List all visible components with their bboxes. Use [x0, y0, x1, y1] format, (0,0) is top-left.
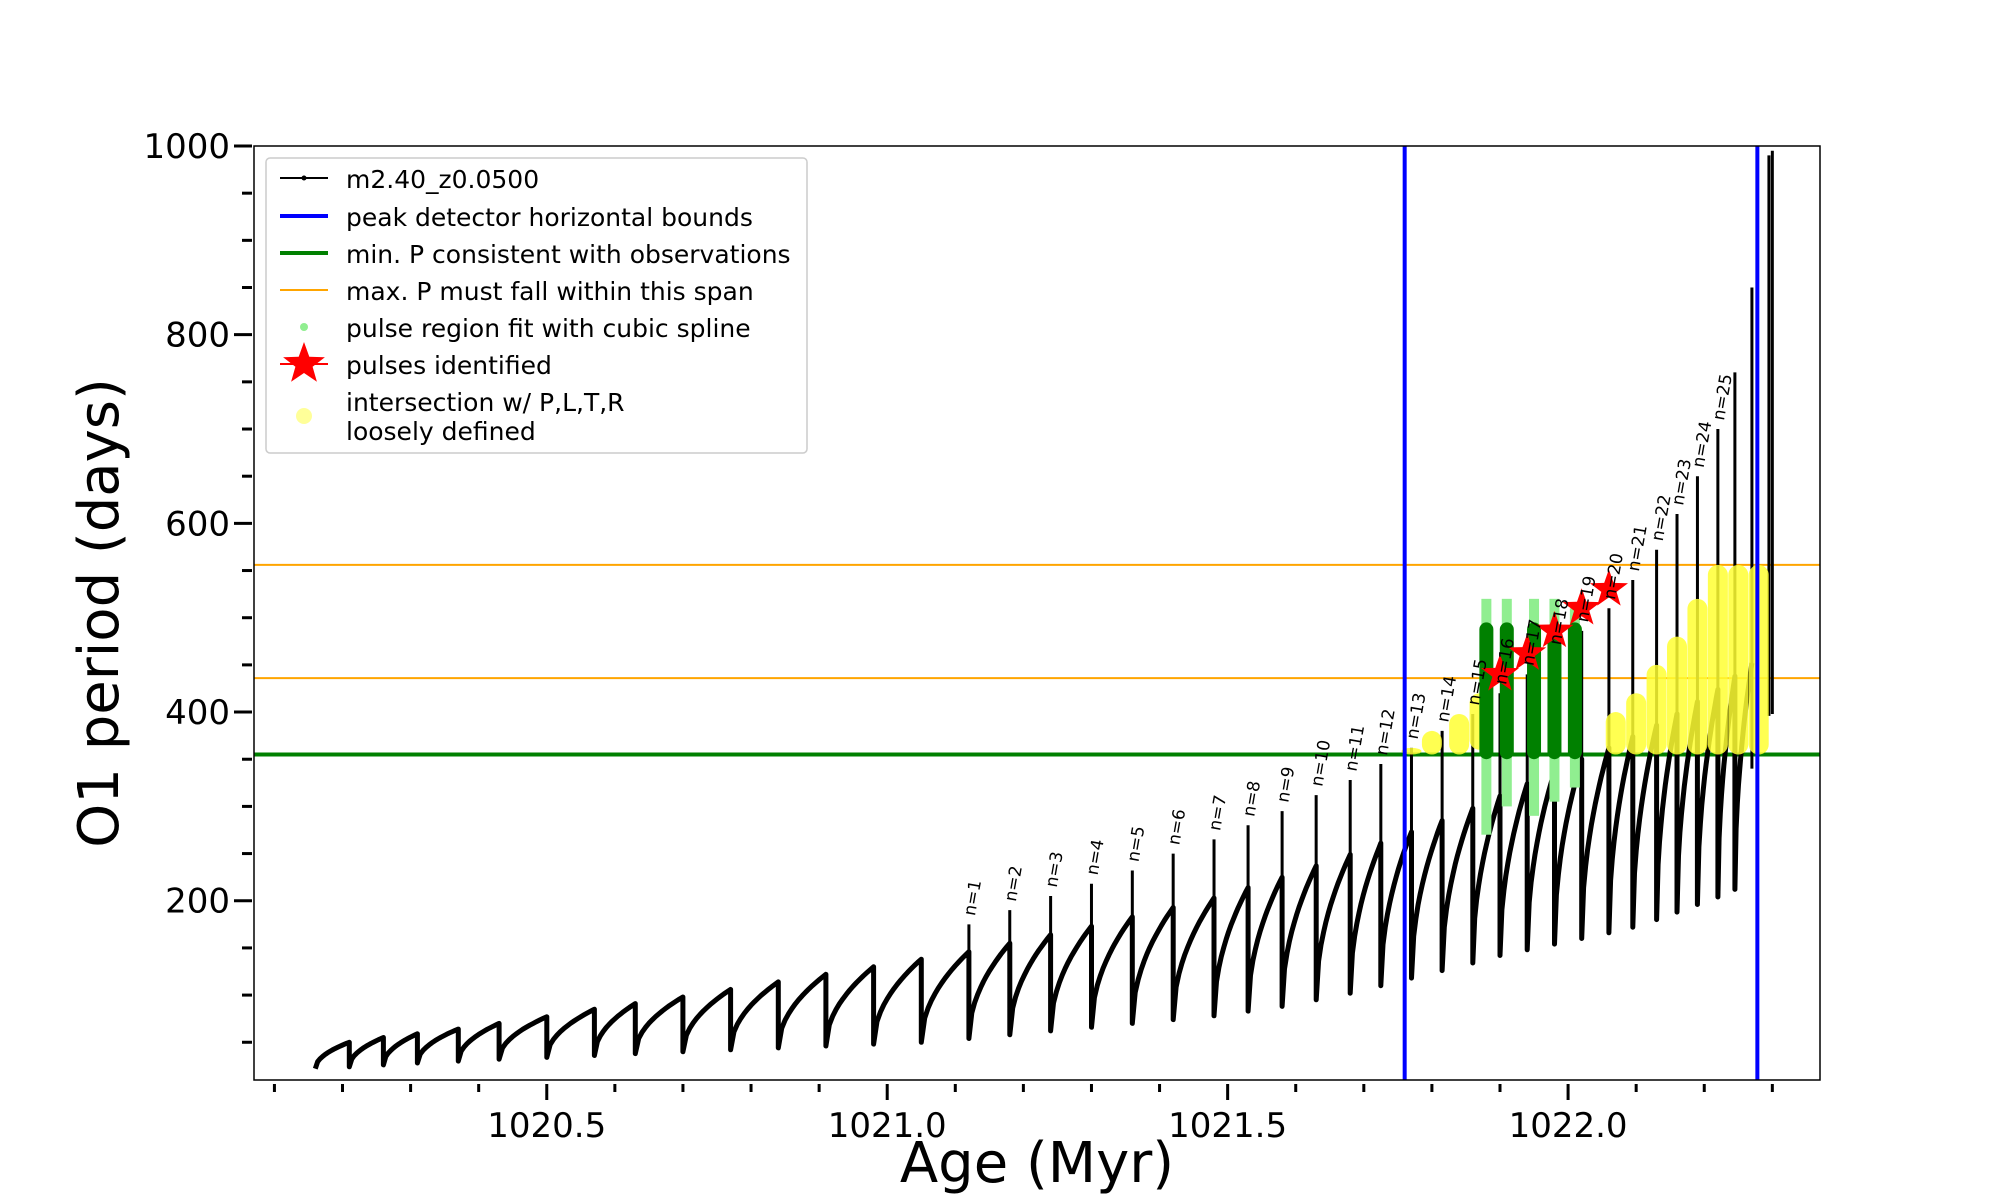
green-bar-4 [1567, 622, 1582, 760]
plot-frame [253, 145, 1821, 1081]
legend-label-min-p: min. P consistent with observations [346, 240, 791, 269]
pulse-star-2 [1535, 610, 1574, 648]
pulse-star-1 [1508, 633, 1547, 670]
loose-intersection-7 [1667, 636, 1688, 755]
green-bar-0 [1479, 622, 1494, 760]
y-tick-label: 200 [165, 882, 230, 922]
y-tick-label: 1000 [143, 127, 230, 167]
legend-label-series: m2.40_z0.0500 [346, 165, 539, 194]
x-tick-label: 1020.5 [487, 1106, 606, 1146]
loose-intersection-10 [1728, 564, 1749, 755]
y-tick-label: 400 [165, 693, 230, 733]
x-tick-label: 1022.0 [1509, 1106, 1628, 1146]
legend-symbol-dot [300, 323, 308, 331]
legend-label-intersection: intersection w/ P,L,T,R [346, 388, 625, 417]
y-tick-label: 800 [165, 316, 230, 356]
x-tick-label: 1021.5 [1168, 1106, 1287, 1146]
loose-intersection-6 [1646, 664, 1667, 755]
legend-label-pulses: pulses identified [346, 351, 552, 380]
x-tick-label: 1021.0 [828, 1106, 947, 1146]
y-axis-title: O1 period (days) [67, 378, 132, 848]
loose-intersection-4 [1605, 712, 1626, 755]
legend-label-bounds: peak detector horizontal bounds [346, 203, 753, 232]
legend-symbol-circle [296, 408, 312, 424]
legend-label-intersection-2: loosely defined [346, 417, 536, 446]
pulse-star-4 [1589, 569, 1628, 606]
legend: m2.40_z0.0500 peak detector horizontal b… [265, 157, 808, 454]
pulse-star-3 [1562, 588, 1601, 625]
x-axis-title: Age (Myr) [900, 1131, 1174, 1196]
legend-label-max-p: max. P must fall within this span [346, 277, 754, 306]
pulse-star-0 [1481, 654, 1519, 691]
loose-intersection-8 [1687, 598, 1708, 755]
legend-label-spline: pulse region fit with cubic spline [346, 314, 751, 343]
series-line [312, 662, 1755, 1070]
legend-symbol-series-dot [301, 175, 307, 181]
loose-intersection-2 [1449, 713, 1470, 755]
loose-intersection-5 [1626, 693, 1647, 755]
legend-symbol-star [283, 342, 325, 382]
green-bar-1 [1499, 622, 1514, 760]
loose-intersection-1 [1421, 730, 1442, 755]
y-tick-label: 600 [165, 504, 230, 544]
loose-intersection-9 [1707, 564, 1728, 755]
green-bar-3 [1547, 622, 1562, 760]
legend-box [265, 157, 808, 454]
